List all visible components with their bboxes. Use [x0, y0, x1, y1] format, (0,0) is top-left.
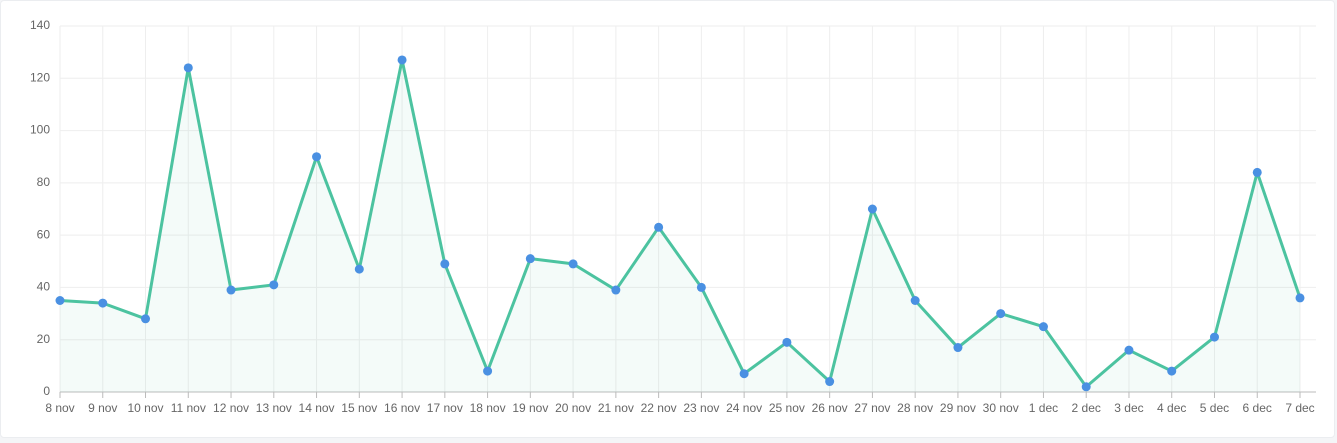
- point: [696, 282, 706, 292]
- y-tick-label: 140: [30, 18, 50, 32]
- x-tick-label: 11 nov: [171, 401, 206, 415]
- y-tick-label: 120: [30, 70, 50, 84]
- point: [568, 259, 578, 269]
- x-tick-label: 8 nov: [45, 401, 74, 415]
- point: [183, 63, 193, 73]
- y-tick-label: 0: [43, 384, 50, 398]
- x-tick-label: 1 dec: [1029, 401, 1058, 415]
- x-tick-label: 12 nov: [213, 401, 249, 415]
- point: [825, 377, 835, 387]
- point: [55, 296, 65, 305]
- x-tick-label: 29 nov: [940, 401, 976, 415]
- area: [60, 59, 1300, 392]
- point: [483, 366, 493, 376]
- x-tick-label: 28 nov: [897, 401, 933, 415]
- point: [354, 264, 364, 274]
- x-tick-label: 9 nov: [88, 401, 117, 415]
- x-tick-label: 13 nov: [256, 401, 292, 415]
- point: [1124, 345, 1134, 355]
- point: [1295, 293, 1305, 303]
- point: [226, 285, 236, 295]
- x-tick-label: 2 dec: [1072, 401, 1101, 415]
- point: [867, 204, 877, 214]
- x-tick-label: 30 nov: [983, 401, 1019, 415]
- x-tick-label: 3 dec: [1114, 401, 1143, 415]
- x-tick-label: 15 nov: [341, 401, 377, 415]
- y-tick-label: 80: [37, 175, 51, 189]
- point: [141, 314, 151, 324]
- x-tick-label: 14 nov: [299, 401, 335, 415]
- x-tick-label: 5 dec: [1200, 401, 1229, 415]
- point: [1167, 366, 1177, 376]
- point: [1081, 382, 1091, 392]
- point: [98, 298, 108, 308]
- x-tick-label: 19 nov: [512, 401, 548, 415]
- x-tick-label: 16 nov: [384, 401, 420, 415]
- x-tick-label: 27 nov: [854, 401, 890, 415]
- point: [312, 152, 322, 162]
- point: [910, 296, 920, 305]
- x-tick-label: 7 dec: [1285, 401, 1314, 415]
- x-tick-label: 17 nov: [427, 401, 463, 415]
- point: [397, 55, 407, 65]
- y-tick-label: 100: [30, 123, 50, 137]
- point: [1038, 322, 1048, 332]
- point: [525, 254, 535, 264]
- x-tick-label: 26 nov: [812, 401, 848, 415]
- point: [739, 369, 749, 379]
- point: [1252, 167, 1262, 177]
- x-tick-label: 22 nov: [641, 401, 677, 415]
- y-tick-label: 40: [37, 280, 51, 294]
- line: [59, 58, 1302, 389]
- x-tick-label: 24 nov: [726, 401, 762, 415]
- y-tick-label: 60: [37, 227, 51, 241]
- x-tick-label: 10 nov: [128, 401, 164, 415]
- point: [953, 343, 963, 353]
- x-tick-label: 20 nov: [555, 401, 591, 415]
- point: [440, 259, 450, 269]
- point: [1209, 332, 1219, 342]
- point: [782, 337, 792, 347]
- point: [611, 285, 621, 295]
- point: [269, 280, 279, 290]
- x-tick-label: 18 nov: [470, 401, 506, 415]
- point: [654, 222, 664, 232]
- x-tick-label: 21 nov: [598, 401, 634, 415]
- x-tick-label: 23 nov: [683, 401, 719, 415]
- x-tick-label: 4 dec: [1157, 401, 1186, 415]
- x-tick-label: 25 nov: [769, 401, 805, 415]
- point: [996, 309, 1006, 319]
- x-tick-label: 6 dec: [1243, 401, 1272, 415]
- y-tick-label: 20: [37, 332, 51, 346]
